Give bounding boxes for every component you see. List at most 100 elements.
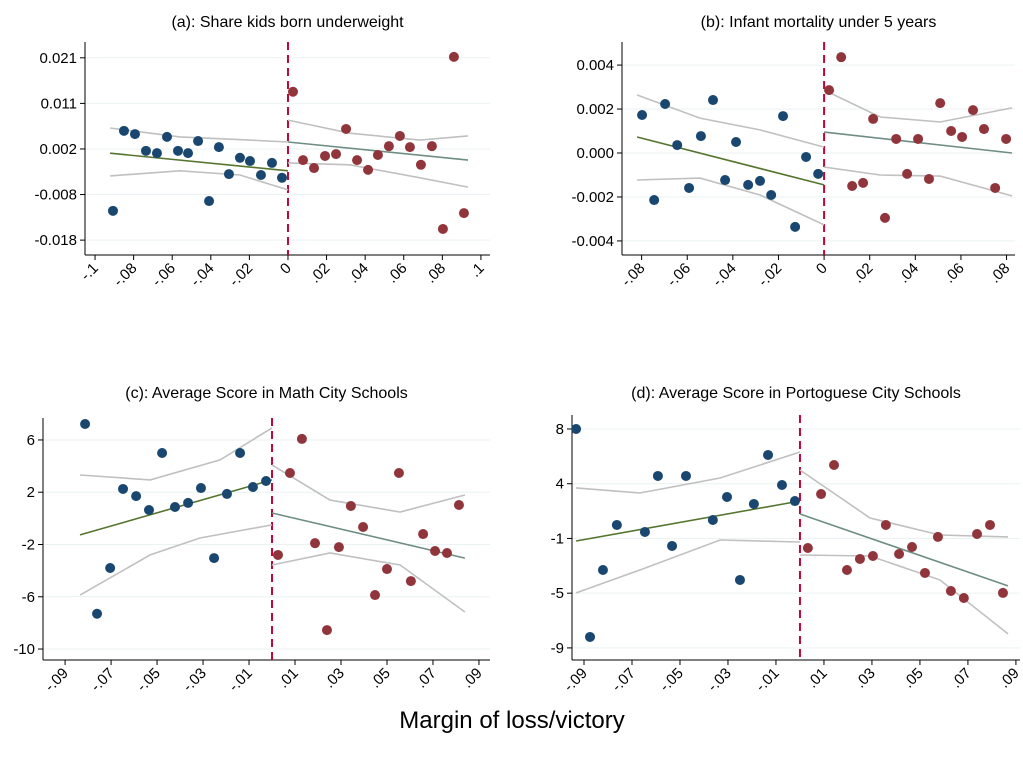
point xyxy=(684,182,695,193)
point xyxy=(261,475,272,486)
fit-line xyxy=(109,127,289,143)
point xyxy=(272,549,283,560)
fit-line xyxy=(799,513,1009,587)
panel-title: (b): Infant mortality under 5 years xyxy=(701,14,937,31)
point xyxy=(80,419,91,430)
point xyxy=(140,145,151,156)
fit-line xyxy=(823,89,1013,123)
point xyxy=(919,567,930,578)
fit-line xyxy=(576,451,801,494)
point xyxy=(352,155,363,166)
point xyxy=(902,168,913,179)
y-tick-label: -9 xyxy=(551,640,564,657)
point xyxy=(426,141,437,152)
point xyxy=(118,125,129,136)
panel-title: (a): Share kids born underweight xyxy=(171,14,404,31)
point xyxy=(284,468,295,479)
fit-line xyxy=(799,554,1009,635)
point xyxy=(932,531,943,542)
point xyxy=(118,483,129,494)
y-tick-label: 0.004 xyxy=(576,57,614,74)
point xyxy=(720,175,731,186)
point xyxy=(255,170,266,181)
point xyxy=(331,149,342,160)
point xyxy=(924,173,935,184)
point xyxy=(458,208,469,219)
y-tick-label: 0.021 xyxy=(39,50,77,67)
point xyxy=(907,541,918,552)
y-tick-label: -2 xyxy=(22,536,35,553)
point xyxy=(320,150,331,161)
point xyxy=(776,480,787,490)
point xyxy=(790,221,801,232)
point xyxy=(442,547,453,558)
y-tick-label: 0.002 xyxy=(39,141,77,158)
point xyxy=(891,133,902,144)
point xyxy=(945,586,956,597)
point xyxy=(997,587,1008,598)
point xyxy=(722,491,733,502)
point xyxy=(277,172,288,183)
point xyxy=(345,500,356,511)
point xyxy=(310,538,321,549)
point xyxy=(234,152,245,163)
point xyxy=(1001,133,1012,144)
point xyxy=(660,98,671,109)
point xyxy=(144,504,155,515)
point xyxy=(972,529,983,539)
fit-line xyxy=(637,177,825,226)
point xyxy=(204,196,215,207)
point xyxy=(209,553,220,564)
point xyxy=(151,148,162,159)
point xyxy=(287,86,298,97)
point xyxy=(990,182,1001,193)
point xyxy=(193,136,204,147)
point xyxy=(743,179,754,190)
y-tick-label: -0.018 xyxy=(34,232,77,249)
point xyxy=(92,608,103,619)
point xyxy=(381,564,392,575)
point xyxy=(195,483,206,494)
fit-line xyxy=(271,552,466,613)
point xyxy=(183,497,194,508)
point xyxy=(244,156,255,167)
point xyxy=(778,111,789,122)
y-tick-label: 0.000 xyxy=(576,145,614,162)
point xyxy=(309,163,320,174)
point xyxy=(880,519,891,530)
point xyxy=(935,98,946,109)
y-tick-label: 2 xyxy=(27,484,35,501)
fit-line xyxy=(110,169,289,191)
y-tick-label: -1 xyxy=(551,530,564,547)
point xyxy=(321,625,332,636)
point xyxy=(223,169,234,180)
point xyxy=(731,137,742,148)
point xyxy=(131,491,142,502)
point xyxy=(667,540,678,551)
point xyxy=(868,113,879,124)
y-tick-label: -0.002 xyxy=(571,189,614,206)
point xyxy=(968,105,979,116)
point xyxy=(748,498,759,509)
point xyxy=(247,481,258,492)
point xyxy=(333,542,344,553)
point xyxy=(841,565,852,576)
point xyxy=(801,151,812,162)
point xyxy=(430,546,441,557)
point xyxy=(169,501,180,512)
point xyxy=(372,150,383,161)
y-tick-label: 6 xyxy=(27,432,35,449)
point xyxy=(157,448,168,459)
fit-line xyxy=(79,427,273,481)
y-tick-label: -5 xyxy=(551,585,564,602)
point xyxy=(985,519,996,530)
point xyxy=(734,574,745,585)
point xyxy=(813,168,824,179)
point xyxy=(708,95,719,106)
point xyxy=(296,433,307,444)
point xyxy=(867,551,878,562)
point xyxy=(695,131,706,142)
y-tick-label: -6 xyxy=(22,589,35,606)
point xyxy=(836,52,847,63)
